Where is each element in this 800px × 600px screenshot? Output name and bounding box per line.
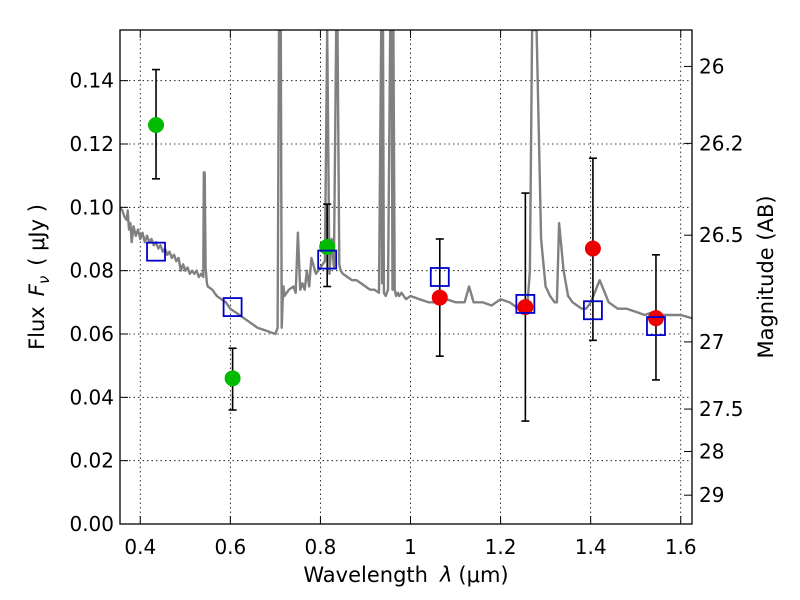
- y-tick-label: 0.04: [69, 385, 114, 409]
- x-tick-label: 0.4: [124, 535, 156, 559]
- y2-tick-label: 26: [699, 54, 724, 78]
- x-tick-label: 1.6: [665, 535, 697, 559]
- model-photometry-square: [146, 241, 166, 262]
- x-tick-label: 1.2: [485, 535, 517, 559]
- y2-axis-label: Magnitude (AB): [754, 195, 778, 358]
- observed-point-0: [224, 370, 241, 387]
- plot-frame: [119, 29, 693, 525]
- y-tick-label: 0.02: [69, 449, 114, 473]
- sed-model-layer: [120, 30, 692, 336]
- tick-layer: 0.4 0.6 0.8 1 1.2 1.4 1.6 0.00 0.02 0.04 0.06 0.08 0…: [69, 30, 744, 559]
- x-tick-label: 1.4: [575, 535, 607, 559]
- plot-area: [120, 30, 692, 524]
- x-axis-label-symbol: λ: [439, 563, 452, 587]
- y2-tick-label: 29: [699, 483, 724, 507]
- y2-tick-label: 27: [699, 330, 724, 354]
- model-photometry-square: [317, 249, 338, 270]
- observed-point-1: [647, 310, 664, 327]
- x-axis-label-unit: (μm): [458, 563, 508, 587]
- y-axis-label-symbol: F: [25, 283, 49, 296]
- model-photometry-square: [429, 267, 450, 287]
- y-tick-label: 0.12: [69, 132, 114, 156]
- observed-point-1: [517, 299, 534, 316]
- model-photometry-square: [515, 294, 536, 314]
- observed-point-0: [148, 117, 165, 133]
- model-photometry-square: [646, 316, 666, 336]
- y-tick-label: 0.14: [69, 69, 114, 93]
- x-axis-label-text: Wavelength: [303, 563, 428, 587]
- y2-tick-label: 28: [699, 439, 724, 463]
- y-tick-label: 0.08: [69, 259, 114, 283]
- y-tick-label: 0.00: [69, 512, 114, 536]
- y2-tick-label: 27.5: [699, 397, 744, 421]
- grid-lines: [120, 30, 692, 524]
- model-photometry-square: [583, 300, 603, 321]
- sed-model-line: [120, 30, 692, 336]
- y-axis-label-subscript: ν: [35, 276, 53, 284]
- observed-point-1: [431, 289, 448, 306]
- marker-layer: [146, 117, 666, 387]
- x-axis-label: Wavelength λ (μm): [303, 563, 508, 587]
- y-axis-label: Flux Fν ( μJy ): [25, 204, 53, 350]
- y2-tick-label: 26.2: [699, 131, 744, 155]
- x-tick-label: 1: [404, 535, 417, 559]
- y-axis-label-unit: ( μJy ): [25, 204, 49, 266]
- y2-tick-label: 26.5: [699, 223, 744, 247]
- y-tick-label: 0.10: [69, 195, 114, 219]
- y-axis-label-text: Flux: [25, 306, 49, 350]
- model-photometry-square: [222, 297, 243, 317]
- y-tick-label: 0.06: [69, 322, 114, 346]
- x-tick-label: 0.8: [305, 535, 337, 559]
- observed-point-1: [584, 240, 601, 257]
- observed-point-0: [319, 238, 336, 255]
- x-tick-label: 0.6: [214, 535, 246, 559]
